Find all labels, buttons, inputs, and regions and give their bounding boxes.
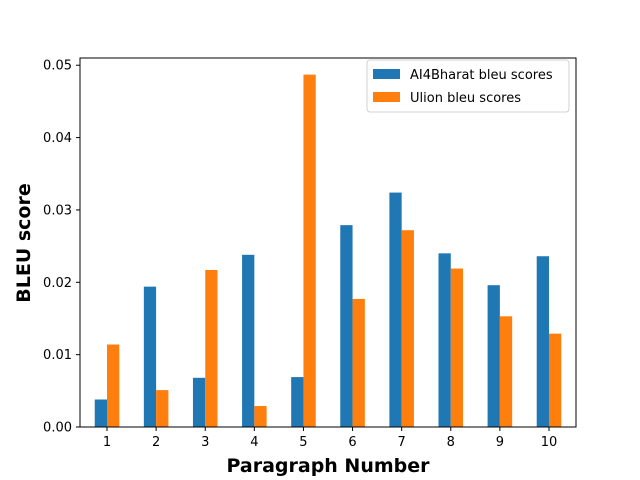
bar-ulion-6 (352, 298, 365, 427)
x-tick-label: 4 (250, 435, 258, 450)
bar-ulion-4 (254, 406, 267, 427)
bars-layer (94, 74, 562, 427)
legend-label-ulion: Ulion bleu scores (410, 91, 521, 106)
bar-ai4bharat-8 (438, 253, 451, 427)
bar-ulion-7 (401, 230, 414, 427)
legend-frame (366, 59, 570, 113)
bar-ai4bharat-3 (192, 377, 206, 427)
bar-ulion-10 (548, 333, 562, 427)
bar-ai4bharat-2 (143, 286, 157, 427)
x-tick-label: 2 (152, 435, 160, 450)
bar-ai4bharat-10 (536, 256, 549, 427)
x-tick-label: 5 (299, 435, 307, 450)
plot-frame (79, 57, 577, 428)
y-tick-label: 0.00 (43, 421, 72, 436)
bar-ai4bharat-6 (340, 225, 353, 427)
y-tick-label: 0.04 (43, 131, 72, 146)
bar-ulion-3 (205, 269, 218, 427)
x-tick-label: 7 (398, 435, 406, 450)
x-axis-label: Paragraph Number (226, 455, 430, 477)
bar-ai4bharat-1 (94, 399, 108, 427)
bar-ai4bharat-4 (242, 254, 255, 427)
y-tick-label: 0.02 (43, 276, 72, 291)
y-tick-label: 0.01 (43, 348, 72, 363)
axes-layer: 0.00 0.01 0.02 0.03 0.04 0.05 1 2 3 4 5 6 7 8 9 10 (43, 57, 577, 450)
legend-swatch-ai4bharat (373, 69, 400, 79)
bar-ai4bharat-7 (389, 192, 402, 427)
legend-label-ai4bharat: AI4Bharat bleu scores (410, 68, 553, 83)
x-tick-label: 1 (103, 435, 111, 450)
x-tick-label: 3 (201, 435, 209, 450)
bar-ulion-9 (499, 316, 513, 427)
x-tick-label: 9 (496, 435, 504, 450)
bar-ulion-8 (450, 268, 464, 427)
x-tick-label: 8 (447, 435, 455, 450)
bar-ulion-2 (156, 390, 169, 427)
x-tick-label: 6 (348, 435, 356, 450)
y-tick-label: 0.05 (43, 59, 72, 74)
y-tick-label: 0.03 (43, 203, 72, 218)
bar-ai4bharat-9 (487, 285, 500, 427)
bar-ulion-1 (107, 344, 120, 427)
y-axis-label: BLEU score (13, 183, 35, 303)
x-tick-label: 10 (541, 435, 558, 450)
legend-swatch-ulion (373, 92, 400, 102)
bar-ai4bharat-5 (291, 377, 304, 427)
legend: AI4Bharat bleu scores Ulion bleu scores (366, 59, 570, 113)
bar-ulion-5 (303, 74, 316, 427)
